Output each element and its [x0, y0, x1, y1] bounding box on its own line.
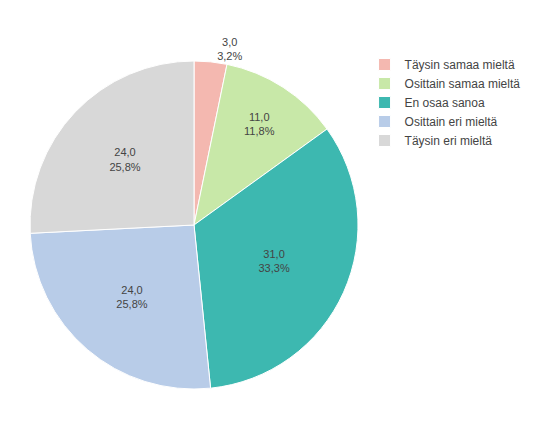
- svg-text:31,033,3%: 31,033,3%: [258, 248, 289, 274]
- svg-text:11,011,8%: 11,011,8%: [244, 111, 275, 137]
- svg-text:Osittain samaa mieltä: Osittain samaa mieltä: [405, 77, 521, 91]
- svg-text:3,03,2%: 3,03,2%: [217, 36, 242, 62]
- svg-text:Täysin samaa mieltä: Täysin samaa mieltä: [405, 58, 515, 72]
- svg-text:24,025,8%: 24,025,8%: [109, 146, 140, 172]
- svg-text:Osittain eri mieltä: Osittain eri mieltä: [405, 115, 498, 129]
- svg-text:Täysin eri mieltä: Täysin eri mieltä: [405, 134, 493, 148]
- svg-text:24,025,8%: 24,025,8%: [116, 284, 147, 310]
- svg-text:En osaa sanoa: En osaa sanoa: [405, 96, 485, 110]
